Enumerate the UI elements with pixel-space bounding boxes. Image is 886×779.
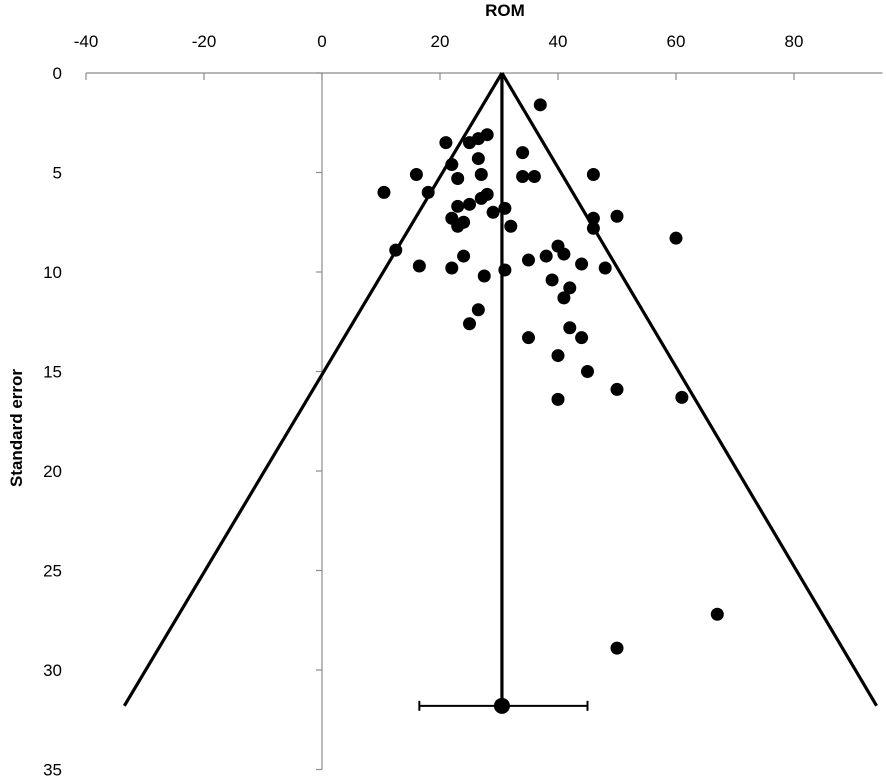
- data-point: [533, 98, 547, 112]
- data-point: [551, 392, 565, 406]
- data-point: [412, 259, 426, 273]
- y-axis-title: Standard error: [7, 369, 26, 487]
- data-point: [516, 169, 530, 183]
- data-point: [581, 365, 594, 378]
- x-axis-title: ROM: [485, 1, 525, 20]
- data-point: [598, 261, 612, 275]
- data-point: [522, 331, 535, 345]
- data-point: [474, 191, 488, 205]
- data-points-layer: [377, 98, 724, 655]
- data-point: [675, 390, 689, 404]
- data-point: [451, 199, 465, 213]
- data-point: [516, 146, 530, 160]
- y-tick-label: 30: [43, 661, 62, 680]
- x-tick-label: 60: [667, 32, 686, 51]
- data-point: [710, 607, 724, 621]
- labels-layer: ROM Standard error: [7, 1, 525, 487]
- y-tick-label: 35: [43, 761, 62, 779]
- data-point: [575, 257, 589, 271]
- data-point: [610, 209, 624, 223]
- data-point: [463, 197, 476, 211]
- data-point: [504, 219, 518, 233]
- pooled-estimate-point: [493, 697, 510, 714]
- data-point: [575, 331, 589, 345]
- data-point: [586, 221, 600, 235]
- data-point: [445, 158, 459, 172]
- data-point: [486, 205, 500, 219]
- data-point: [477, 269, 491, 283]
- data-point: [522, 253, 535, 267]
- data-point: [527, 169, 541, 183]
- data-point: [451, 171, 465, 185]
- data-point: [445, 261, 459, 275]
- data-point: [457, 249, 471, 263]
- x-tick-label: -20: [192, 32, 217, 51]
- y-tick-label: 20: [43, 462, 62, 481]
- y-tick-label: 0: [53, 64, 62, 83]
- data-point: [669, 231, 683, 245]
- data-point: [498, 201, 512, 215]
- y-tick-label: 15: [43, 363, 62, 382]
- funnel-left-line: [122, 72, 504, 707]
- funnel-layer: [122, 72, 878, 714]
- x-tick-label: 0: [317, 32, 326, 51]
- axes-layer: -40 -20 0 20 40 60 80 0 5 10 15 20 25 30 35: [43, 32, 883, 779]
- data-point: [539, 249, 553, 263]
- data-point: [377, 185, 391, 199]
- data-point: [389, 243, 403, 257]
- data-point: [421, 185, 435, 199]
- data-point: [610, 641, 624, 655]
- x-tick-label: 80: [785, 32, 804, 51]
- data-point: [586, 211, 600, 225]
- data-point: [551, 349, 565, 363]
- y-tick-label: 5: [53, 164, 62, 183]
- y-tick-label: 10: [43, 263, 62, 282]
- data-point: [557, 291, 571, 305]
- data-point: [610, 382, 624, 396]
- data-point: [451, 219, 465, 233]
- data-point: [463, 136, 476, 150]
- data-point: [563, 321, 577, 335]
- y-tick-label: 25: [43, 562, 62, 581]
- data-point: [545, 273, 559, 287]
- x-tick-label: -40: [74, 32, 99, 51]
- data-point: [586, 167, 600, 181]
- data-point: [463, 317, 476, 331]
- data-point: [471, 152, 485, 166]
- data-point: [498, 263, 512, 277]
- x-tick-label: 40: [549, 32, 568, 51]
- funnel-right-line: [500, 72, 878, 707]
- data-point: [409, 167, 423, 181]
- data-point: [471, 303, 485, 317]
- x-tick-label: 20: [431, 32, 450, 51]
- data-point: [439, 136, 453, 150]
- data-point: [474, 167, 488, 181]
- data-point: [557, 247, 571, 261]
- data-point: [563, 281, 577, 295]
